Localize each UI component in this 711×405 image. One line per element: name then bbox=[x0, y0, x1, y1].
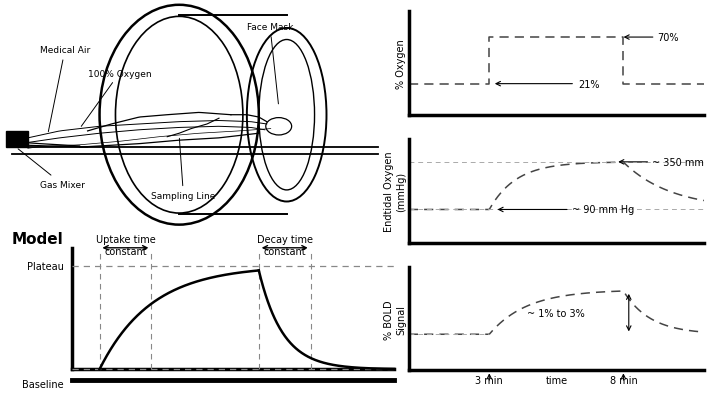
Text: Model: Model bbox=[12, 232, 64, 247]
Text: 100% Oxygen: 100% Oxygen bbox=[81, 69, 151, 127]
Bar bbox=[6, 132, 28, 148]
Text: ~ 90 mm Hg: ~ 90 mm Hg bbox=[572, 205, 635, 215]
Text: Baseline: Baseline bbox=[22, 379, 64, 389]
Text: Gas Mixer: Gas Mixer bbox=[18, 149, 85, 189]
Text: Face Mask: Face Mask bbox=[247, 23, 293, 104]
Text: 21%: 21% bbox=[578, 79, 599, 90]
Text: ~ 350 mm: ~ 350 mm bbox=[651, 158, 703, 167]
Text: 70%: 70% bbox=[657, 33, 678, 43]
Y-axis label: Endtidal Oxygen
(mmHg): Endtidal Oxygen (mmHg) bbox=[385, 151, 406, 232]
Text: Plateau: Plateau bbox=[27, 261, 64, 271]
Y-axis label: % BOLD
Signal: % BOLD Signal bbox=[385, 299, 406, 339]
Text: time: time bbox=[545, 375, 567, 385]
Text: Decay time
constant: Decay time constant bbox=[257, 235, 313, 256]
Text: Uptake time
constant: Uptake time constant bbox=[95, 235, 155, 256]
Text: ~ 1% to 3%: ~ 1% to 3% bbox=[528, 308, 585, 318]
Text: Sampling Line: Sampling Line bbox=[151, 139, 215, 201]
Y-axis label: % Oxygen: % Oxygen bbox=[396, 39, 406, 89]
Text: 8 min: 8 min bbox=[609, 375, 637, 385]
Text: 3 min: 3 min bbox=[476, 375, 503, 385]
Text: Medical Air: Medical Air bbox=[40, 46, 90, 132]
